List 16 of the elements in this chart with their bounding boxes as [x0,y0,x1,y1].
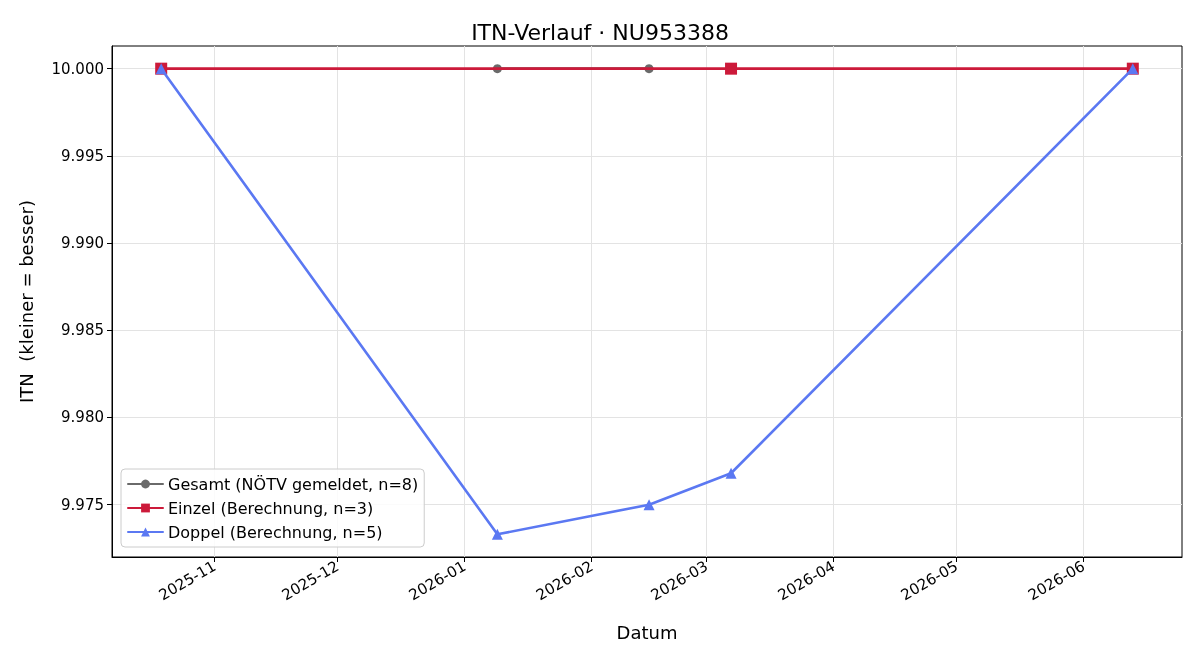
y-tick-label: 9.980 [61,408,104,427]
legend-label: Einzel (Berechnung, n=3) [168,498,374,518]
y-tick-label: 9.990 [61,234,104,253]
point [643,499,655,511]
point [725,62,738,75]
y-axis-title: ITN (kleiner = besser) [15,200,37,403]
x-axis-title: Datum [616,621,678,643]
y-tick-label: 10.000 [51,59,104,78]
y-tick-label: 9.975 [61,495,104,514]
legend-label: Gesamt (NÖTV gemeldet, n=8) [168,474,419,494]
legend-label: Doppel (Berechnung, n=5) [168,522,383,542]
chart-title: ITN-Verlauf · NU953388 [471,19,729,45]
point [725,467,737,479]
point [491,528,503,540]
y-tick-label: 9.995 [61,146,104,165]
y-tick-label: 9.985 [61,321,104,340]
